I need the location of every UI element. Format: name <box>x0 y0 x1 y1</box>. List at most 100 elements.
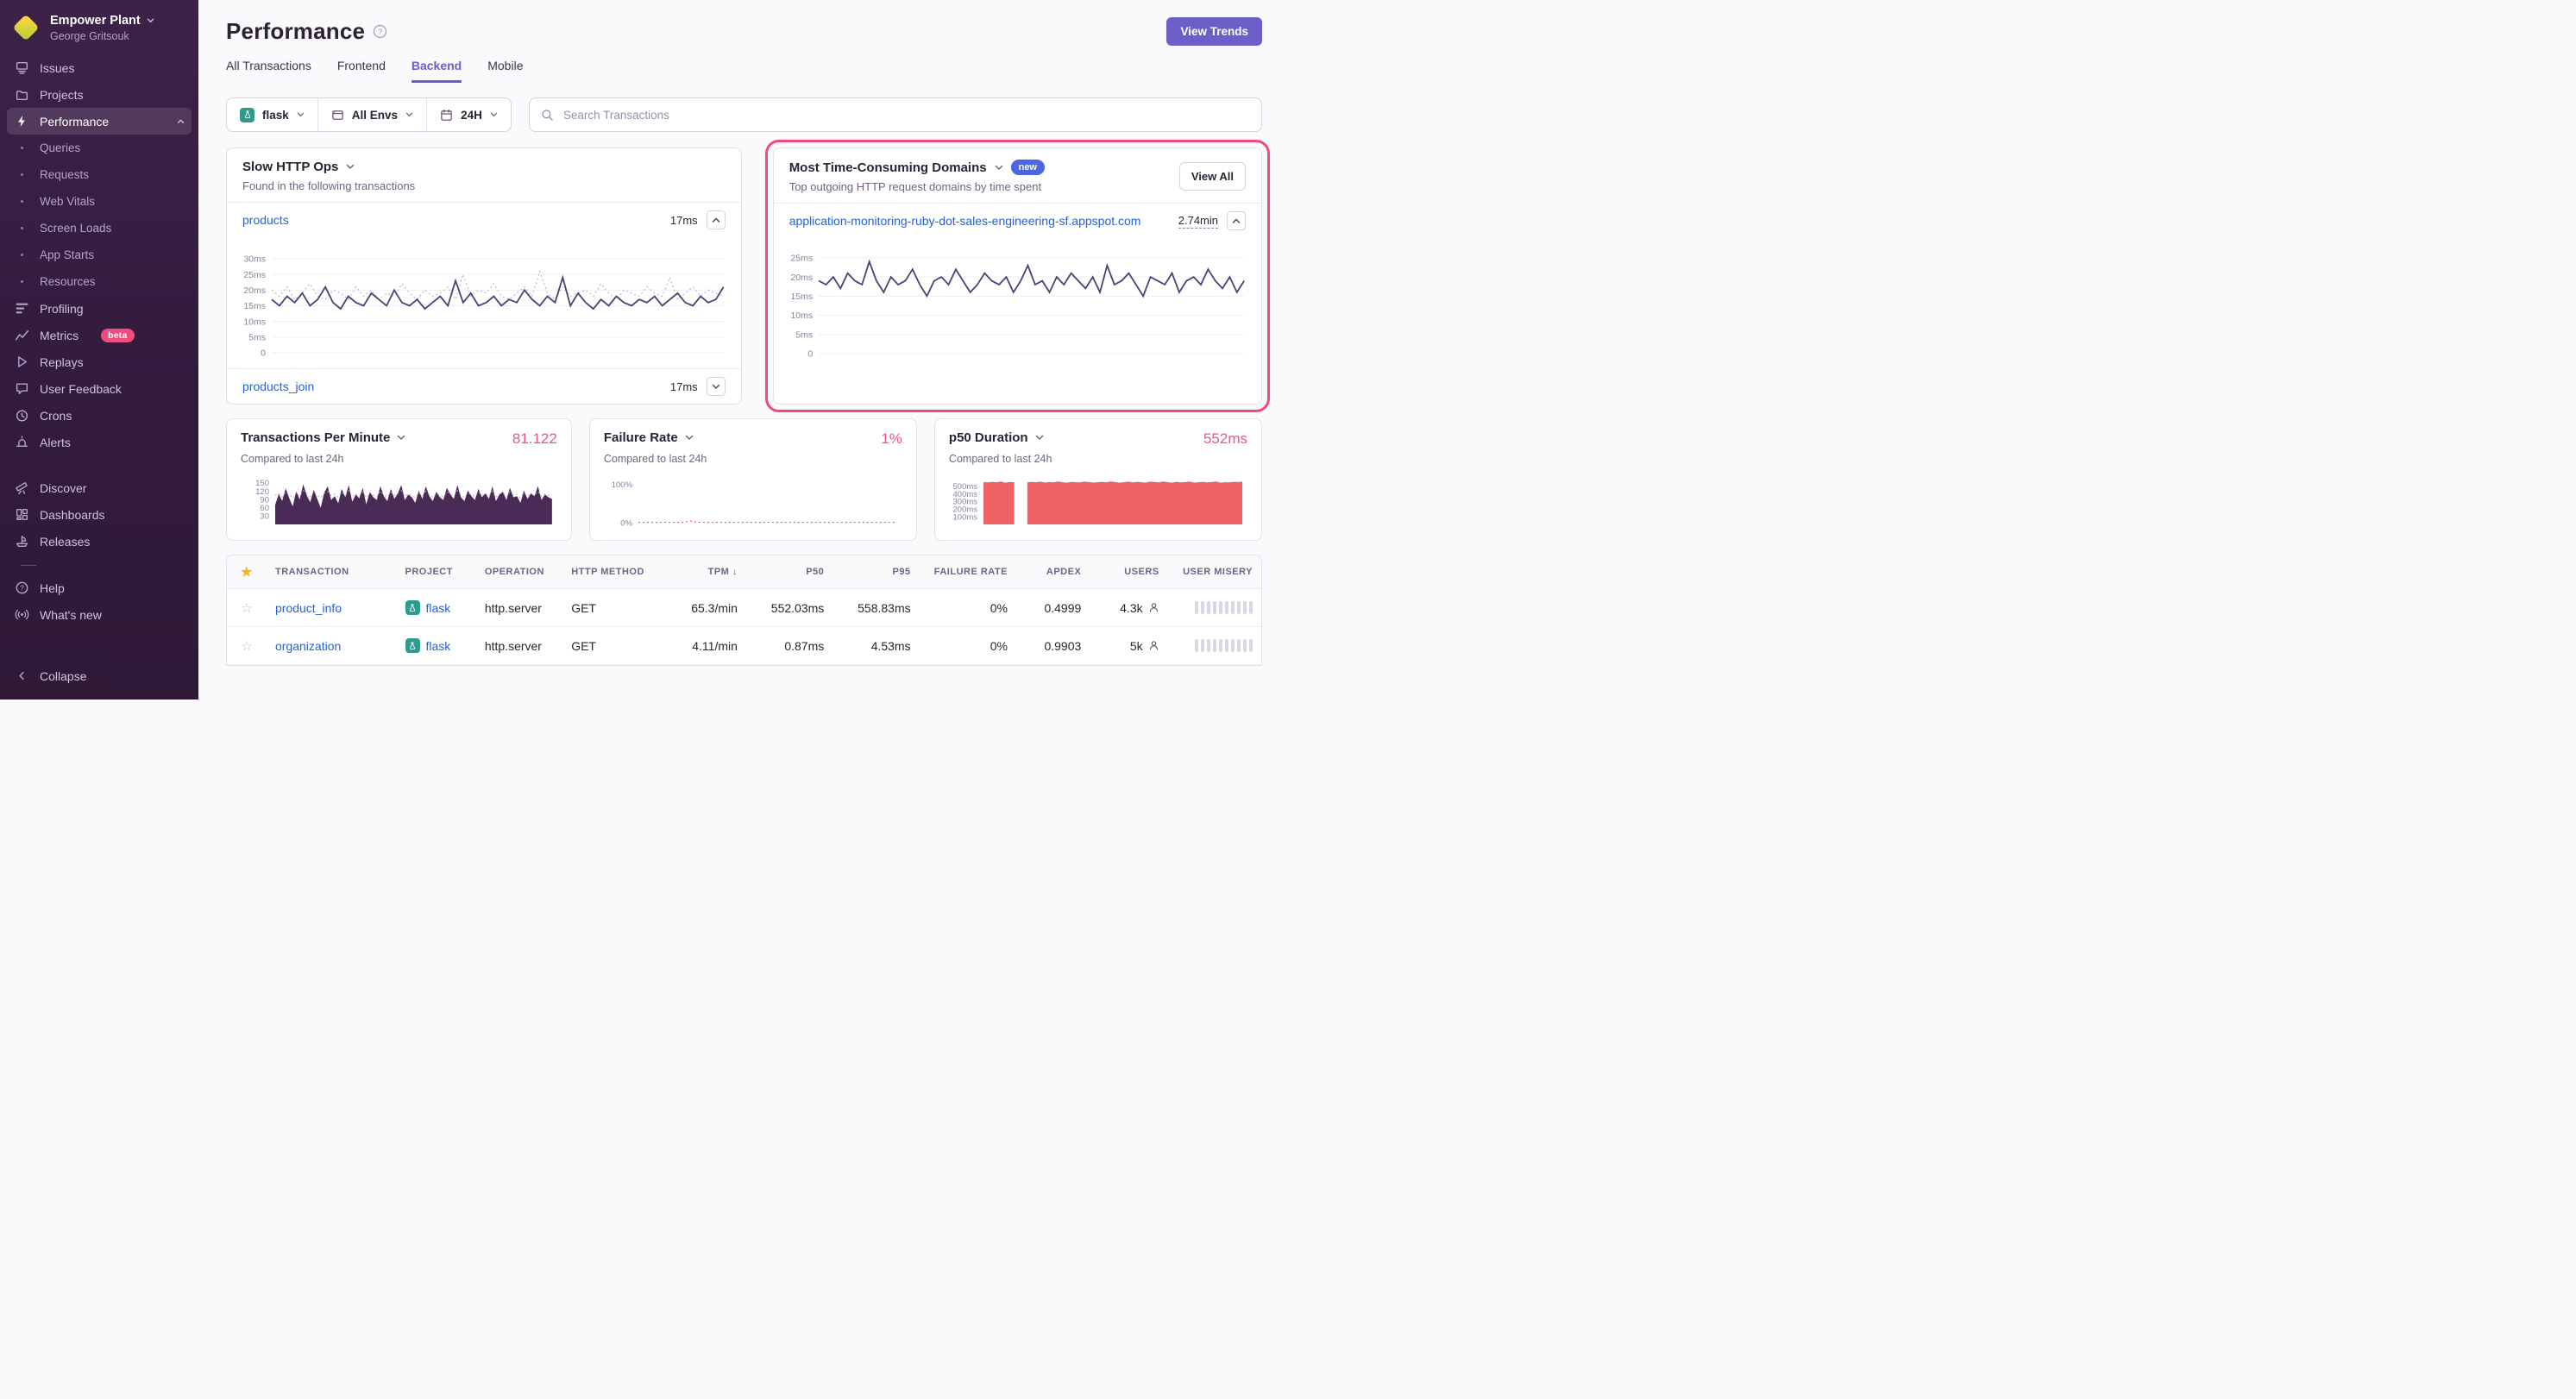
sidebar-item-alerts[interactable]: Alerts <box>7 429 192 455</box>
search-input[interactable] <box>561 107 1250 122</box>
svg-text:15ms: 15ms <box>243 302 266 311</box>
col-failure-rate[interactable]: FAILURE RATE <box>933 567 1008 577</box>
transaction-row-products-join: products_join 17ms <box>227 369 741 404</box>
tpm-subtitle: Compared to last 24h <box>241 453 344 465</box>
star-outline-icon[interactable]: ☆ <box>241 600 253 616</box>
new-badge: new <box>1010 160 1045 175</box>
svg-text:200ms: 200ms <box>952 505 977 515</box>
col-operation[interactable]: OPERATION <box>484 567 544 577</box>
tab-all-transactions[interactable]: All Transactions <box>226 59 311 72</box>
transaction-link[interactable]: product_info <box>275 600 342 615</box>
chevron-down-icon[interactable] <box>346 164 355 170</box>
sidebar-item-metrics[interactable]: Metrics beta <box>7 322 192 348</box>
collapse-toggle-button[interactable] <box>1227 211 1246 230</box>
sort-desc-icon: ↓ <box>732 567 738 577</box>
p95-cell: 558.83ms <box>858 600 911 615</box>
chevron-down-icon[interactable] <box>397 435 405 441</box>
chevron-down-icon[interactable] <box>995 165 1003 171</box>
sidebar-item-profiling[interactable]: Profiling <box>7 295 192 322</box>
p50-title: p50 Duration <box>948 430 1028 445</box>
project-link[interactable]: flask <box>425 638 451 653</box>
sidebar-collapse-button[interactable]: Collapse <box>7 662 192 689</box>
sidebar-item-crons[interactable]: Crons <box>7 402 192 429</box>
page-filter-bar: flask All Envs 24H <box>226 97 512 132</box>
bullet-dot <box>14 227 29 229</box>
page-help-icon[interactable]: ? <box>373 24 387 39</box>
table-row[interactable]: ☆ product_info flask http.server GET 65.… <box>227 589 1261 627</box>
favorite-column-header[interactable]: ★ <box>227 555 267 588</box>
bullet-dot <box>14 200 29 203</box>
failure-rate-cell: 0% <box>990 638 1008 653</box>
chevron-down-icon[interactable] <box>685 435 694 441</box>
slow-http-ops-title: Slow HTTP Ops <box>242 160 339 174</box>
col-user-misery[interactable]: USER MISERY <box>1183 567 1253 577</box>
svg-text:10ms: 10ms <box>243 317 266 327</box>
sidebar-item-performance[interactable]: Performance <box>7 108 192 135</box>
col-p95[interactable]: P95 <box>892 567 911 577</box>
sidebar-item-dashboards[interactable]: Dashboards <box>7 501 192 528</box>
divider <box>773 203 1261 204</box>
sidebar-item-user-feedback[interactable]: User Feedback <box>7 375 192 402</box>
project-filter[interactable]: flask <box>227 98 317 131</box>
apdex-cell: 0.9903 <box>1044 638 1082 653</box>
collapse-toggle-button[interactable] <box>706 210 726 229</box>
view-trends-button[interactable]: View Trends <box>1166 17 1262 46</box>
transaction-row-products: products 17ms <box>227 203 741 237</box>
svg-text:0: 0 <box>261 349 266 359</box>
domain-link[interactable]: application-monitoring-ruby-dot-sales-en… <box>789 214 1141 228</box>
col-project[interactable]: PROJECT <box>405 567 453 577</box>
page-title: Performance <box>226 18 366 44</box>
svg-text:500ms: 500ms <box>952 482 977 492</box>
sidebar-item-issues[interactable]: Issues <box>7 54 192 81</box>
date-range-filter[interactable]: 24H <box>426 98 511 131</box>
sidebar-item-app-starts[interactable]: App Starts <box>7 242 192 268</box>
sidebar-item-discover[interactable]: Discover <box>7 474 192 501</box>
environment-filter[interactable]: All Envs <box>317 98 426 131</box>
star-outline-icon[interactable]: ☆ <box>241 638 253 654</box>
help-icon: ? <box>14 580 29 595</box>
tab-backend[interactable]: Backend <box>411 59 462 83</box>
transaction-link[interactable]: products_join <box>242 380 315 393</box>
domains-chart[interactable]: 25ms 20ms 15ms 10ms 5ms 0 <box>774 238 1261 369</box>
col-p50[interactable]: P50 <box>806 567 825 577</box>
col-transaction[interactable]: TRANSACTION <box>275 567 349 577</box>
sidebar-item-releases[interactable]: Releases <box>7 528 192 555</box>
chevron-down-icon[interactable] <box>1035 435 1044 441</box>
svg-text:10ms: 10ms <box>790 311 813 321</box>
sidebar-item-requests[interactable]: Requests <box>7 161 192 188</box>
sidebar-item-whats-new[interactable]: What's new <box>7 601 192 628</box>
http-method-cell: GET <box>571 638 596 653</box>
transaction-link[interactable]: organization <box>275 638 342 653</box>
expand-toggle-button[interactable] <box>706 377 726 396</box>
sidebar-item-resources[interactable]: Resources <box>7 268 192 295</box>
svg-text:30: 30 <box>260 512 269 522</box>
chevron-down-icon <box>297 112 304 117</box>
svg-text:100ms: 100ms <box>952 512 977 522</box>
transaction-link[interactable]: products <box>242 213 289 227</box>
view-all-button[interactable]: View All <box>1178 162 1246 191</box>
col-users[interactable]: USERS <box>1124 567 1159 577</box>
col-apdex[interactable]: APDEX <box>1046 567 1082 577</box>
project-link[interactable]: flask <box>425 600 451 615</box>
col-tpm[interactable]: TPM ↓ <box>707 567 738 577</box>
table-row[interactable]: ☆ organization flask http.server GET 4.1… <box>227 627 1261 665</box>
sidebar-item-help[interactable]: ? Help <box>7 574 192 601</box>
sidebar-item-projects[interactable]: Projects <box>7 81 192 108</box>
operation-cell: http.server <box>484 600 542 615</box>
failure-chart-svg[interactable]: 100% 0% <box>604 476 902 530</box>
time-spent-value: 2.74min <box>1178 213 1218 229</box>
tab-mobile[interactable]: Mobile <box>487 59 524 72</box>
svg-text:100%: 100% <box>612 480 633 490</box>
sidebar-item-web-vitals[interactable]: Web Vitals <box>7 188 192 215</box>
col-http-method[interactable]: HTTP METHOD <box>571 567 644 577</box>
calendar-icon <box>441 109 452 121</box>
org-switcher[interactable]: Empower Plant George Gritsouk <box>0 0 198 51</box>
sidebar-item-queries[interactable]: Queries <box>7 135 192 161</box>
bullet-dot <box>14 280 29 283</box>
slow-http-chart[interactable]: 30ms 25ms 20ms 15ms 10ms 5ms 0 <box>227 237 741 368</box>
tab-frontend[interactable]: Frontend <box>336 59 386 72</box>
sidebar-item-screen-loads[interactable]: Screen Loads <box>7 215 192 242</box>
sidebar-item-replays[interactable]: Replays <box>7 348 192 375</box>
